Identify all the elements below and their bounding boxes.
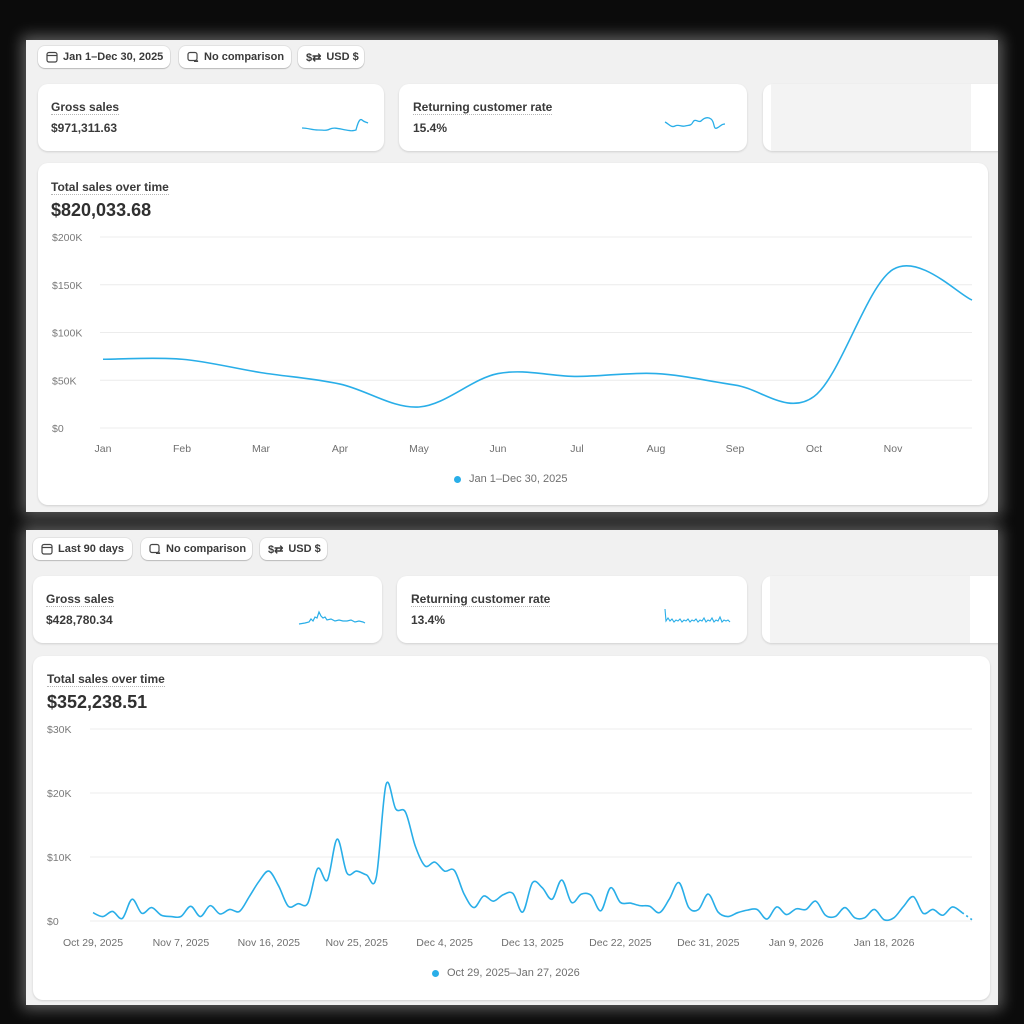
sparkline xyxy=(664,608,731,623)
total-sales-chart-card: Total sales over time $352,238.51 $0 $10K… xyxy=(33,656,990,1000)
metric-value: 13.4% xyxy=(411,613,446,627)
y-tick-label: $30K xyxy=(47,724,72,736)
chart-card-title[interactable]: Total sales over time xyxy=(47,672,165,687)
calendar-compare-icon xyxy=(149,543,161,555)
y-tick-label: $100K xyxy=(52,328,82,340)
date-range-label: Last 90 days xyxy=(58,543,125,555)
currency-label: USD $ xyxy=(288,543,321,555)
analytics-screen-full-year: Jan 1–Dec 30, 2025 No comparison $⇄ USD … xyxy=(26,40,998,512)
x-tick-label: Sep xyxy=(726,443,745,455)
metric-card-returning-customer-rate[interactable]: Returning customer rate 15.4% xyxy=(399,84,747,151)
y-tick-label: $150K xyxy=(52,280,82,292)
legend-swatch xyxy=(432,969,439,977)
metric-card-returning-customer-rate[interactable]: Returning customer rate 13.4% xyxy=(397,576,747,643)
x-tick-label: Dec 4, 2025 xyxy=(416,937,473,949)
legend-label: Jan 1–Dec 30, 2025 xyxy=(469,473,568,485)
metric-value: 15.4% xyxy=(413,121,448,135)
chart-legend[interactable]: Jan 1–Dec 30, 2025 xyxy=(454,473,567,485)
sparkline xyxy=(298,610,366,625)
total-sales-chart-card: Total sales over time $820,033.68 $0 $50K… xyxy=(38,163,988,505)
y-tick-label: $20K xyxy=(47,788,72,800)
x-tick-label: Nov xyxy=(884,443,903,455)
legend-swatch xyxy=(454,475,461,483)
legend-label: Oct 29, 2025–Jan 27, 2026 xyxy=(447,967,580,979)
x-tick-label: Apr xyxy=(332,443,349,455)
x-tick-label: Feb xyxy=(173,443,191,455)
metric-card-gross-sales[interactable]: Gross sales $971,311.63 xyxy=(38,84,384,151)
metric-value: $971,311.63 xyxy=(51,121,118,135)
comparison-label: No comparison xyxy=(204,51,285,63)
metric-label: Returning customer rate xyxy=(413,100,553,115)
sales-line-incomplete xyxy=(961,912,973,921)
y-tick-label: $200K xyxy=(52,232,82,244)
comparison-label: No comparison xyxy=(166,543,247,555)
x-tick-label: Nov 16, 2025 xyxy=(238,937,301,949)
metric-card-loading xyxy=(762,576,998,643)
analytics-screen-last-90-days: Last 90 days No comparison $⇄ USD $ Gros… xyxy=(26,530,998,1005)
date-range-button[interactable]: Jan 1–Dec 30, 2025 xyxy=(38,46,170,68)
y-tick-label: $0 xyxy=(47,916,59,928)
calendar-icon xyxy=(41,543,53,555)
calendar-icon xyxy=(46,51,58,63)
chart-card-title[interactable]: Total sales over time xyxy=(51,180,169,195)
currency-button[interactable]: $⇄ USD $ xyxy=(298,46,364,68)
x-tick-label: Nov 25, 2025 xyxy=(325,937,388,949)
x-tick-label: Jan 18, 2026 xyxy=(854,937,915,949)
metric-value: $428,780.34 xyxy=(46,613,113,627)
sales-line xyxy=(92,781,963,922)
currency-exchange-icon: $⇄ xyxy=(306,51,322,64)
metric-label: Returning customer rate xyxy=(411,592,551,607)
loading-placeholder xyxy=(770,576,970,643)
currency-label: USD $ xyxy=(326,51,359,63)
x-tick-label: Mar xyxy=(252,443,271,455)
metric-label: Gross sales xyxy=(51,100,120,115)
x-tick-label: Nov 7, 2025 xyxy=(153,937,210,949)
y-tick-label: $10K xyxy=(47,852,72,864)
comparison-button[interactable]: No comparison xyxy=(179,46,291,68)
date-range-button[interactable]: Last 90 days xyxy=(33,538,132,560)
x-tick-label: Dec 31, 2025 xyxy=(677,937,740,949)
y-tick-label: $50K xyxy=(52,375,77,387)
calendar-compare-icon xyxy=(187,51,199,63)
sales-line xyxy=(102,265,973,408)
x-tick-label: Oct xyxy=(806,443,822,455)
sparkline xyxy=(301,118,369,132)
x-tick-label: Dec 22, 2025 xyxy=(589,937,652,949)
x-tick-label: Jul xyxy=(570,443,583,455)
metric-card-gross-sales[interactable]: Gross sales $428,780.34 xyxy=(33,576,382,643)
loading-placeholder xyxy=(771,84,971,151)
x-tick-label: Jun xyxy=(490,443,507,455)
currency-exchange-icon: $⇄ xyxy=(268,543,284,556)
x-tick-label: Jan 9, 2026 xyxy=(769,937,824,949)
metric-label: Gross sales xyxy=(46,592,115,607)
y-tick-label: $0 xyxy=(52,423,64,435)
currency-button[interactable]: $⇄ USD $ xyxy=(260,538,327,560)
x-tick-label: Dec 13, 2025 xyxy=(501,937,564,949)
chart-card-total: $352,238.51 xyxy=(47,692,148,712)
x-tick-label: Jan xyxy=(95,443,112,455)
x-tick-label: Oct 29, 2025 xyxy=(63,937,123,949)
x-tick-label: Aug xyxy=(647,443,666,455)
date-range-label: Jan 1–Dec 30, 2025 xyxy=(63,51,164,63)
x-tick-label: May xyxy=(409,443,430,455)
total-sales-line-chart[interactable]: $0 $50K $100K $150K $200K Jan Feb Mar Apr May Jun J… xyxy=(38,163,988,505)
metric-card-loading xyxy=(763,84,998,151)
chart-legend[interactable]: Oct 29, 2025–Jan 27, 2026 xyxy=(432,967,580,979)
sparkline xyxy=(664,117,726,129)
chart-card-total: $820,033.68 xyxy=(51,200,152,220)
comparison-button[interactable]: No comparison xyxy=(141,538,252,560)
total-sales-line-chart[interactable]: $0 $10K $20K $30K Oct 29, 2025 Nov 7, 2025 Nov… xyxy=(33,656,990,1000)
